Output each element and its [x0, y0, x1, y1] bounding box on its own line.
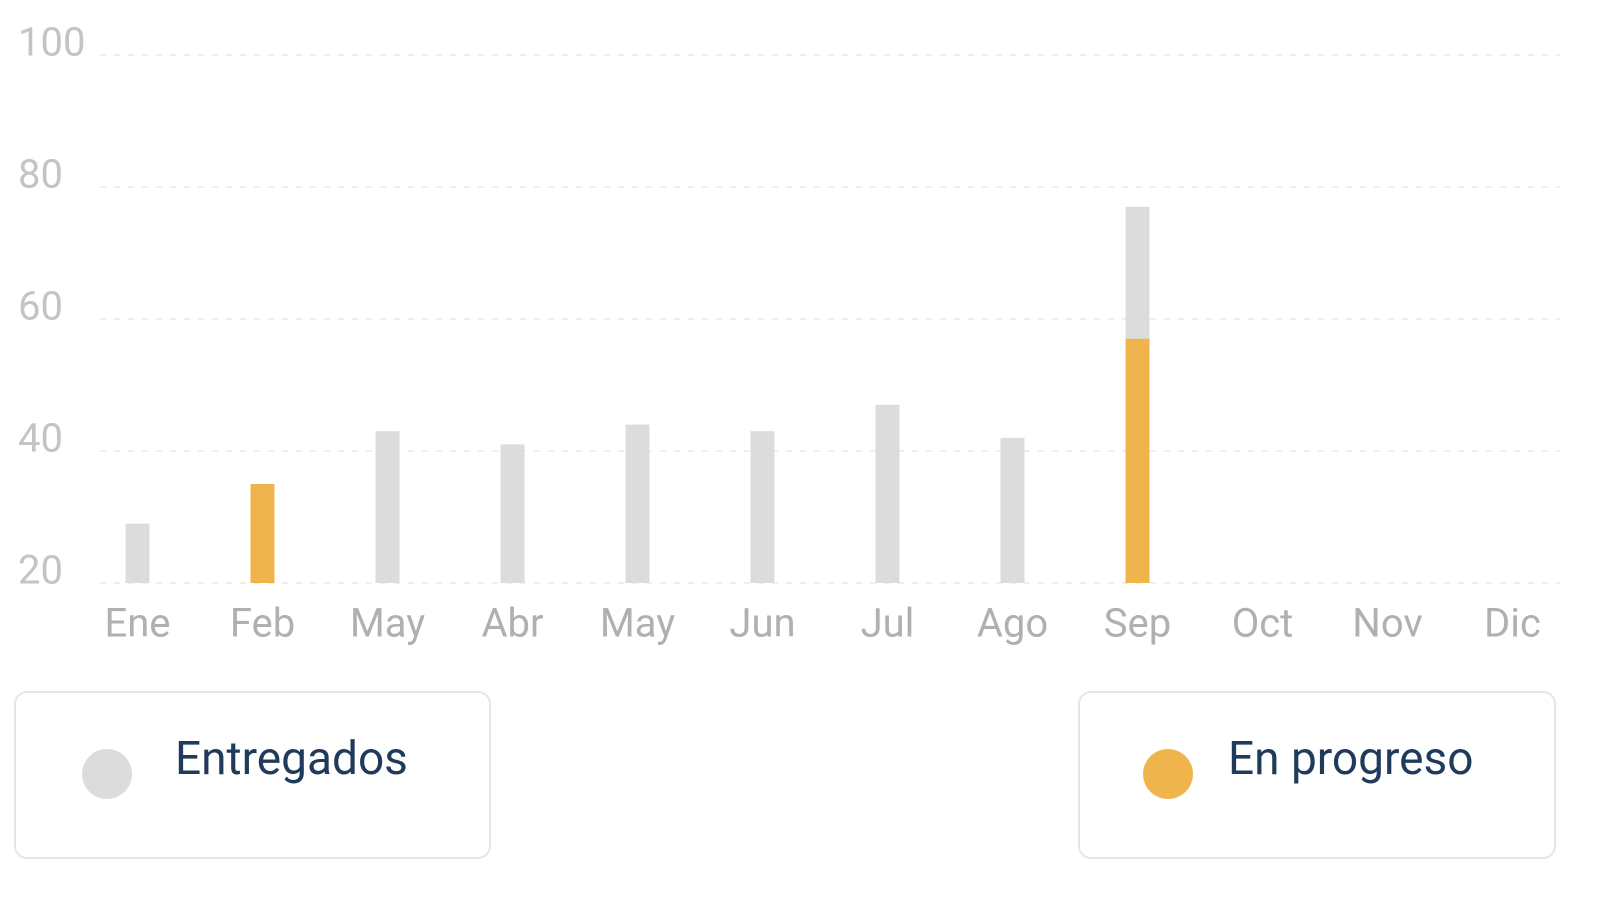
legend-marker	[82, 749, 132, 799]
x-tick-label: Sep	[1104, 600, 1171, 647]
bar	[250, 484, 275, 583]
x-tick-label: May	[600, 600, 675, 647]
y-tick-label: 60	[18, 283, 63, 330]
x-tick-label: Feb	[230, 600, 295, 647]
y-tick-label: 80	[18, 151, 63, 198]
legend-box[interactable]	[1078, 691, 1556, 859]
x-tick-label: Abr	[481, 600, 543, 647]
x-tick-label: Ago	[977, 600, 1048, 647]
x-tick-label: Dic	[1484, 600, 1541, 647]
bar	[125, 523, 150, 583]
legend-label: En progreso	[1228, 732, 1474, 786]
x-tick-label: Nov	[1352, 600, 1422, 647]
bar	[625, 424, 650, 583]
bar	[500, 444, 525, 583]
bar	[750, 431, 775, 583]
y-tick-label: 20	[18, 547, 63, 594]
x-tick-label: Oct	[1232, 600, 1294, 647]
legend-marker	[1143, 749, 1193, 799]
legend-label: Entregados	[175, 732, 408, 786]
legend-box[interactable]	[14, 691, 491, 859]
x-tick-label: May	[350, 600, 425, 647]
y-tick-label: 40	[18, 415, 63, 462]
y-tick-label: 100	[18, 19, 85, 66]
bar	[875, 404, 900, 583]
x-tick-label: Ene	[104, 600, 170, 647]
x-tick-label: Jul	[861, 600, 915, 647]
x-tick-label: Jun	[729, 600, 795, 647]
bar	[375, 431, 400, 583]
bar	[1125, 338, 1150, 583]
bar	[1000, 437, 1025, 583]
